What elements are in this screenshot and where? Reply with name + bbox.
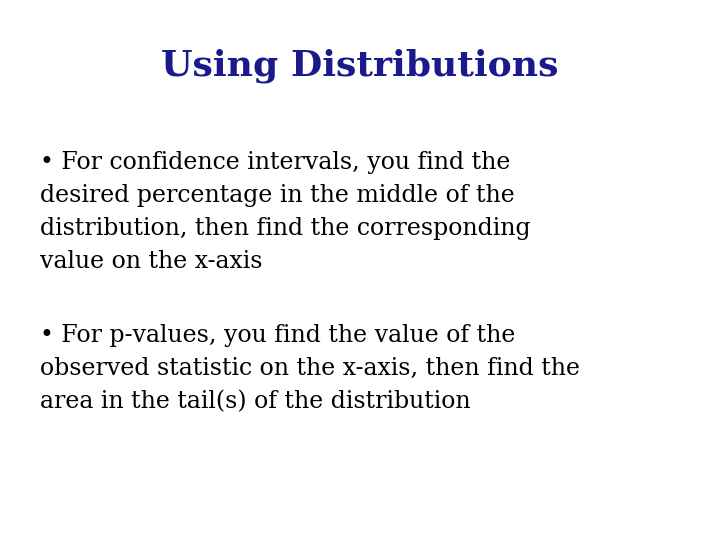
Text: • For p-values, you find the value of the
observed statistic on the x-axis, then: • For p-values, you find the value of th… xyxy=(40,324,580,413)
Text: • For confidence intervals, you find the
desired percentage in the middle of the: • For confidence intervals, you find the… xyxy=(40,151,530,273)
Text: Using Distributions: Using Distributions xyxy=(161,49,559,83)
